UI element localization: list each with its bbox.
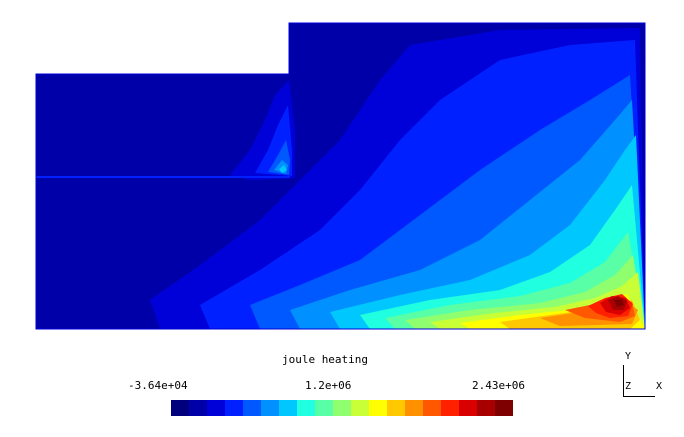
- legend-max-label: 2.43e+06: [472, 379, 525, 392]
- axis-triad: Y Z X: [614, 350, 674, 400]
- color-bar-swatch: [315, 400, 333, 416]
- legend-min-label: -3.64e+04: [128, 379, 188, 392]
- axis-y-line: [623, 365, 624, 397]
- color-bar: [171, 400, 513, 416]
- contour-plot[interactable]: [0, 0, 684, 340]
- color-bar-swatch: [333, 400, 351, 416]
- color-bar-swatch: [423, 400, 441, 416]
- color-bar-swatch: [387, 400, 405, 416]
- contour-bands: [36, 23, 645, 329]
- color-bar-swatch: [279, 400, 297, 416]
- contour-band: [279, 165, 287, 173]
- color-bar-swatch: [369, 400, 387, 416]
- color-bar-swatch: [441, 400, 459, 416]
- axis-x-line: [623, 396, 655, 397]
- axis-x-label: X: [656, 381, 663, 392]
- color-bar-swatch: [495, 400, 513, 416]
- color-bar-swatch: [207, 400, 225, 416]
- color-bar-swatch: [459, 400, 477, 416]
- color-bar-swatch: [405, 400, 423, 416]
- color-bar-swatch: [189, 400, 207, 416]
- domain-outline: [35, 22, 646, 330]
- axis-z-label: Z: [625, 381, 632, 392]
- color-bar-swatch: [261, 400, 279, 416]
- color-bar-swatch: [225, 400, 243, 416]
- contour-band: [614, 299, 624, 307]
- color-bar-swatch: [477, 400, 495, 416]
- color-bar-swatch: [297, 400, 315, 416]
- color-bar-swatch: [351, 400, 369, 416]
- axis-y-label: Y: [625, 351, 632, 362]
- color-bar-swatch: [243, 400, 261, 416]
- legend-mid-label: 1.2e+06: [305, 379, 352, 392]
- color-bar-swatch: [171, 400, 189, 416]
- legend-title: joule heating: [281, 353, 369, 366]
